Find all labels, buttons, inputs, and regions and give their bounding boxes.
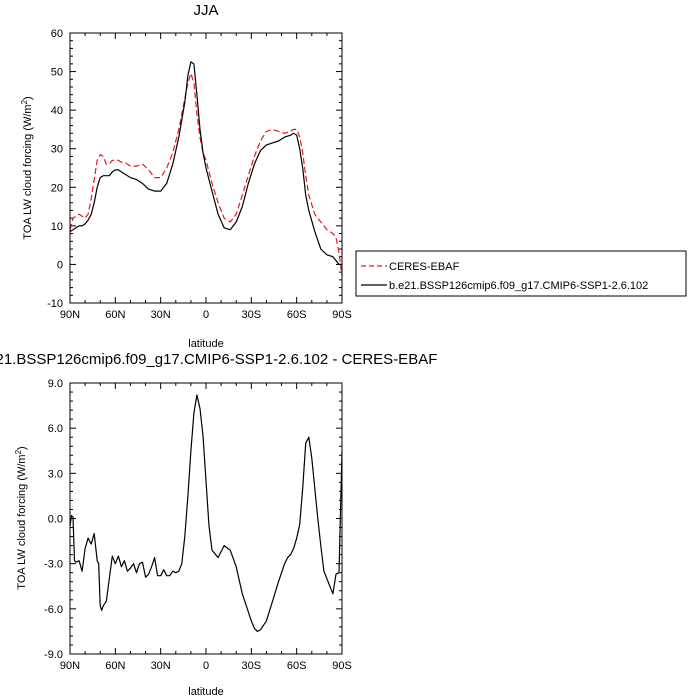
- x-tick-label: 60N: [105, 309, 125, 321]
- x-tick-label: 30S: [242, 660, 262, 672]
- difference-line: [69, 394, 343, 633]
- legend: CERES-EBAF b.e21.BSSP126cmip6.f09_g17.CM…: [355, 250, 687, 297]
- x-tick-label: 60S: [287, 660, 307, 672]
- bottom-series-lines: [69, 394, 343, 633]
- bottom-tick-marks: [69, 382, 343, 655]
- legend-label-ceres: CERES-EBAF: [389, 261, 460, 273]
- y-tick-label: -6.0: [44, 604, 63, 616]
- x-tick-label: 30N: [151, 309, 171, 321]
- y-tick-label: 20: [51, 182, 63, 194]
- top-panel: JJA -10 0 10 20 30 40 50 60 90N 60N 30N 0 30S 60S 90S…: [20, 2, 352, 350]
- bottom-y-tick-labels: -9.0 -6.0 -3.0 0.0 3.0 6.0 9.0: [44, 378, 63, 661]
- x-tick-label: 0: [203, 309, 209, 321]
- top-x-axis-label: latitude: [188, 338, 223, 350]
- top-series-lines: [69, 61, 343, 277]
- top-title: JJA: [193, 2, 218, 19]
- top-plot-frame: [69, 32, 343, 304]
- legend-label-model: b.e21.BSSP126cmip6.f09_g17.CMIP6-SSP1-2.…: [389, 280, 648, 292]
- y-tick-label: 60: [51, 28, 63, 40]
- y-tick-label: -10: [47, 298, 63, 310]
- y-tick-label: 50: [51, 67, 63, 79]
- top-y-tick-labels: -10 0 10 20 30 40 50 60: [47, 28, 63, 310]
- x-tick-label: 90N: [60, 309, 80, 321]
- y-tick-label: 9.0: [48, 378, 63, 390]
- x-tick-label: 30N: [151, 660, 171, 672]
- y-tick-label: 0: [57, 259, 63, 271]
- y-tick-label: 40: [51, 105, 63, 117]
- x-tick-label: 90S: [332, 660, 352, 672]
- y-tick-label: 10: [51, 221, 63, 233]
- y-tick-label: -3.0: [44, 559, 63, 571]
- x-tick-label: 90N: [60, 660, 80, 672]
- y-tick-label: 0.0: [48, 514, 63, 526]
- top-y-axis-label: TOA LW cloud forcing (W/m2): [20, 96, 35, 239]
- bottom-x-axis-label: latitude: [188, 686, 223, 698]
- bottom-plot-frame: [69, 382, 343, 655]
- x-tick-label: 90S: [332, 309, 352, 321]
- bottom-y-axis-label: TOA LW cloud forcing (W/m2): [14, 446, 29, 589]
- bottom-x-tick-labels: 90N 60N 30N 0 30S 60S 90S: [60, 660, 352, 672]
- top-x-tick-labels: 90N 60N 30N 0 30S 60S 90S: [60, 309, 352, 321]
- bottom-title: b.e21.BSSP126cmip6.f09_g17.CMIP6-SSP1-2.…: [0, 351, 437, 368]
- b-e21-bssp126cmip6-f09-g17-cmip6-ssp1-2-6-102-line: [69, 61, 342, 265]
- bottom-panel: b.e21.BSSP126cmip6.f09_g17.CMIP6-SSP1-2.…: [0, 351, 437, 698]
- x-tick-label: 60S: [287, 309, 307, 321]
- y-tick-label: -9.0: [44, 649, 63, 661]
- legend-box: [355, 250, 687, 297]
- y-tick-label: 6.0: [48, 423, 63, 435]
- ceres-ebaf-line: [69, 72, 343, 277]
- x-tick-label: 0: [203, 660, 209, 672]
- y-tick-label: 3.0: [48, 468, 63, 480]
- x-tick-label: 60N: [105, 660, 125, 672]
- y-tick-label: 30: [51, 144, 63, 156]
- x-tick-label: 30S: [242, 309, 262, 321]
